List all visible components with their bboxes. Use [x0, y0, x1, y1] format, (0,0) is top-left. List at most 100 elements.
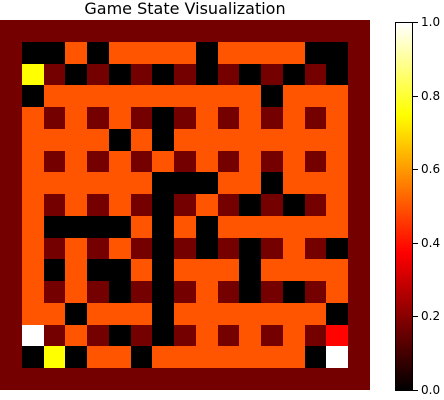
floor-cell [65, 237, 88, 260]
wall-cell [195, 368, 218, 390]
floor-cell [65, 150, 88, 173]
wall-cell [174, 107, 196, 129]
floor-cell [108, 194, 131, 216]
wall-cell [0, 128, 22, 151]
empty-cell [152, 259, 175, 282]
wall-cell [261, 150, 283, 173]
agent-cell [21, 63, 44, 86]
floor-cell [239, 128, 262, 151]
wall-cell [174, 194, 196, 216]
floor-cell [304, 128, 327, 151]
wall-cell [304, 20, 327, 42]
empty-cell [108, 281, 131, 303]
floor-cell [174, 259, 196, 282]
empty-cell [130, 346, 153, 369]
floor-cell [65, 324, 88, 347]
empty-cell [261, 85, 283, 108]
wall-cell [348, 215, 370, 238]
floor-cell [195, 281, 218, 303]
floor-cell [65, 107, 88, 129]
empty-cell [108, 128, 131, 151]
wall-cell [304, 63, 327, 86]
wall-cell [87, 20, 109, 42]
wall-cell [348, 150, 370, 173]
floor-cell [195, 85, 218, 108]
wall-cell [348, 346, 370, 369]
floor-cell [21, 150, 44, 173]
wall-cell [261, 237, 283, 260]
floor-cell [195, 194, 218, 216]
wall-cell [43, 194, 66, 216]
empty-cell [87, 215, 109, 238]
empty-cell [304, 346, 327, 369]
wall-cell [65, 368, 88, 390]
floor-cell [87, 302, 109, 325]
marker-cell [326, 324, 349, 347]
empty-cell [195, 63, 218, 86]
floor-cell [217, 215, 240, 238]
empty-cell [152, 172, 175, 195]
floor-cell [239, 150, 262, 173]
wall-cell [65, 20, 88, 42]
wall-cell [348, 172, 370, 195]
floor-cell [282, 172, 305, 195]
floor-cell [21, 237, 44, 260]
floor-cell [326, 215, 349, 238]
empty-cell [43, 259, 66, 282]
floor-cell [108, 150, 131, 173]
empty-cell [108, 215, 131, 238]
wall-cell [0, 20, 22, 42]
wall-cell [217, 194, 240, 216]
wall-cell [43, 20, 66, 42]
floor-cell [87, 172, 109, 195]
floor-cell [195, 150, 218, 173]
floor-cell [87, 346, 109, 369]
empty-cell [65, 215, 88, 238]
wall-cell [0, 194, 22, 216]
empty-cell [152, 128, 175, 151]
colorbar [395, 22, 413, 391]
wall-cell [87, 237, 109, 260]
wall-cell [174, 150, 196, 173]
wall-cell [348, 20, 370, 42]
wall-cell [195, 20, 218, 42]
floor-cell [21, 194, 44, 216]
empty-cell [65, 63, 88, 86]
colorbar-tick-label: 0.6 [421, 162, 441, 177]
floor-cell [261, 346, 283, 369]
floor-cell [43, 85, 66, 108]
wall-cell [43, 237, 66, 260]
floor-cell [282, 346, 305, 369]
empty-cell [152, 281, 175, 303]
wall-cell [217, 324, 240, 347]
floor-cell [282, 150, 305, 173]
wall-cell [174, 20, 196, 42]
floor-cell [261, 259, 283, 282]
floor-cell [239, 302, 262, 325]
wall-cell [130, 237, 153, 260]
empty-cell [65, 346, 88, 369]
empty-cell [195, 172, 218, 195]
floor-cell [108, 172, 131, 195]
wall-cell [130, 281, 153, 303]
floor-cell [174, 215, 196, 238]
wall-cell [174, 237, 196, 260]
empty-cell [174, 172, 196, 195]
wall-cell [261, 324, 283, 347]
empty-cell [239, 63, 262, 86]
floor-cell [43, 302, 66, 325]
wall-cell [217, 150, 240, 173]
wall-cell [348, 259, 370, 282]
empty-cell [87, 41, 109, 64]
empty-cell [108, 63, 131, 86]
floor-cell [108, 107, 131, 129]
floor-cell [108, 302, 131, 325]
floor-cell [282, 85, 305, 108]
floor-cell [282, 215, 305, 238]
floor-cell [174, 128, 196, 151]
floor-cell [326, 128, 349, 151]
floor-cell [239, 346, 262, 369]
wall-cell [282, 368, 305, 390]
wall-cell [304, 107, 327, 129]
colorbar-tick [413, 242, 418, 244]
